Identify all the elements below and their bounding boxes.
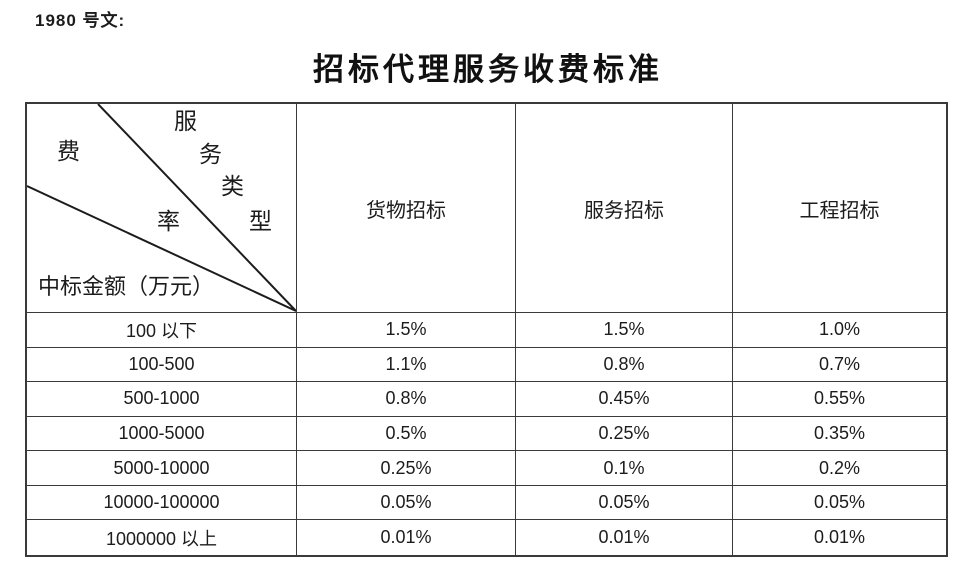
row-label-cell: 500-1000 — [27, 382, 297, 417]
row-label-cell: 1000000 以上 — [27, 520, 297, 555]
corner-type-char: 型 — [249, 209, 272, 234]
corner-rate-char: 率 — [157, 209, 180, 234]
row-label-cell: 100-500 — [27, 347, 297, 383]
fee-value-cell: 0.05% — [516, 485, 733, 521]
fee-value-cell: 0.05% — [733, 486, 946, 521]
column-header-service: 服务招标 — [516, 104, 733, 313]
fee-value-cell: 1.5% — [516, 313, 733, 348]
fee-value-cell: 0.55% — [733, 382, 946, 417]
column-header-engineering: 工程招标 — [733, 104, 946, 313]
corner-rate-char: 费 — [57, 139, 80, 164]
corner-amount-label: 中标金额（万元） — [38, 274, 215, 299]
fee-value-cell: 0.25% — [297, 451, 516, 486]
fee-value-cell: 0.45% — [516, 382, 733, 417]
row-label-cell: 1000-5000 — [27, 416, 297, 452]
fee-value-cell: 0.7% — [733, 348, 946, 383]
diagonal-divider-lines — [27, 104, 296, 312]
fee-value-cell: 1.5% — [297, 313, 516, 348]
fee-value-cell: 0.25% — [516, 416, 733, 452]
corner-type-char: 务 — [199, 142, 222, 167]
fee-value-cell: 0.2% — [733, 451, 946, 486]
row-label-cell: 100 以下 — [27, 313, 297, 348]
fee-value-cell: 0.1% — [516, 451, 733, 486]
fee-value-cell: 0.35% — [733, 417, 946, 452]
table-corner-cell: 服 务 类 型 费 率 中标金额（万元） — [27, 104, 297, 313]
column-header-goods: 货物招标 — [297, 104, 516, 313]
row-label-cell: 5000-10000 — [27, 451, 297, 486]
fee-value-cell: 0.01% — [813, 527, 866, 548]
fee-value-cell: 0.05% — [297, 485, 516, 521]
fee-value-cell: 0.8% — [516, 347, 733, 383]
corner-type-char: 服 — [174, 109, 197, 134]
fee-value-cell: 0.01% — [297, 520, 516, 555]
corner-type-char: 类 — [221, 174, 244, 199]
doc-ref-label: 1980 号文: — [35, 11, 126, 30]
fee-value-cell: 0.01% — [516, 520, 733, 555]
fee-value-cell: 0.8% — [297, 382, 516, 417]
fee-value-cell: 1.0% — [733, 313, 946, 348]
page-title: 招标代理服务收费标准 — [313, 52, 663, 87]
fee-value-cell: 1.1% — [297, 347, 516, 383]
fee-standard-table: 服 务 类 型 费 率 中标金额（万元） 货物招标 服务招标 工程招标 100 … — [25, 102, 948, 557]
fee-value-cell: 0.5% — [297, 416, 516, 452]
row-label-cell: 10000-100000 — [27, 485, 297, 521]
